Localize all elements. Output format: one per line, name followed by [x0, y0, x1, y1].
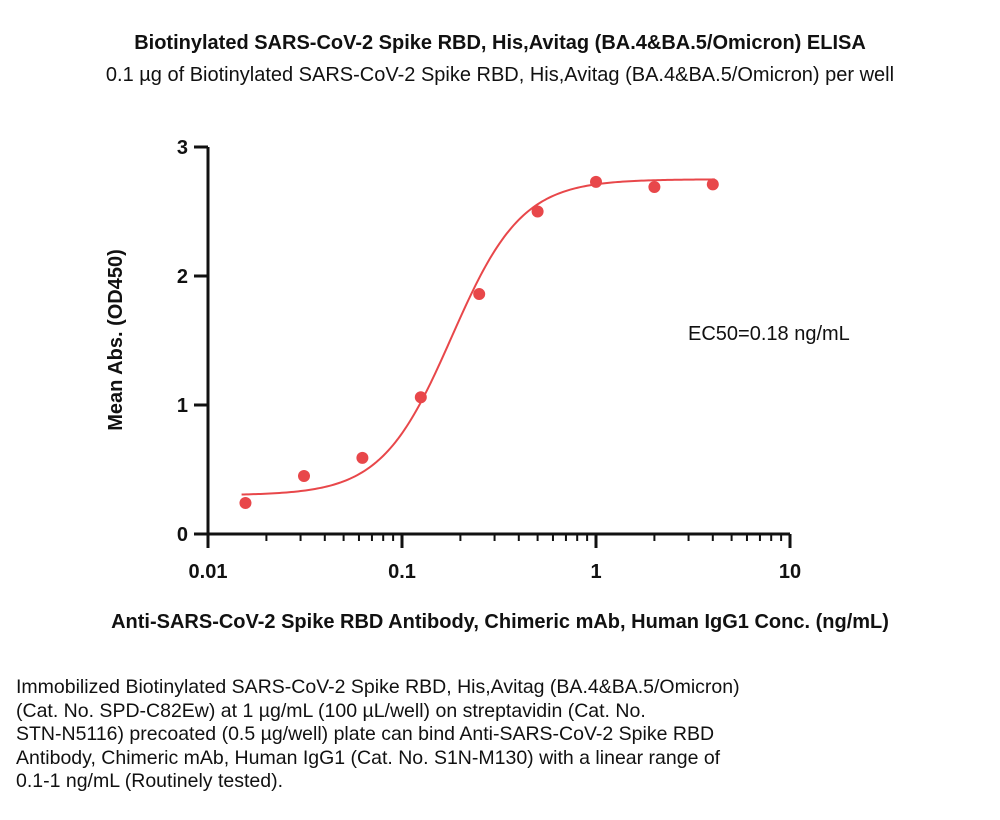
- figure-caption: Immobilized Biotinylated SARS-CoV-2 Spik…: [16, 676, 976, 794]
- elisa-chart: 0 1 2 3 0.01 0.1 1 10 Mean Abs. (OD450) Anti-SA…: [105, 137, 889, 633]
- chart-title: Biotinylated SARS-CoV-2 Spike RBD, His,A…: [134, 32, 866, 54]
- x-tick-label: 0.01: [189, 561, 228, 583]
- data-point: [298, 469, 311, 482]
- data-point: [590, 175, 602, 188]
- caption-line: Antibody, Chimeric mAb, Human IgG1 (Cat.…: [16, 746, 721, 769]
- x-axis-label: Anti-SARS-CoV-2 Spike RBD Antibody, Chim…: [111, 611, 889, 633]
- x-tick-label: 10: [779, 561, 801, 583]
- caption-line: STN-N5116) precoated (0.5 µg/well) plate…: [16, 723, 715, 745]
- x-tick-label: 0.1: [388, 561, 416, 583]
- data-point: [239, 497, 252, 510]
- data-point: [706, 178, 719, 191]
- y-tick-label: 0: [177, 524, 188, 546]
- y-tick-label: 3: [177, 137, 188, 159]
- caption-line: Immobilized Biotinylated SARS-CoV-2 Spik…: [16, 676, 740, 698]
- data-points: [239, 175, 719, 510]
- data-point: [414, 391, 427, 404]
- data-point: [356, 451, 369, 464]
- fit-curve: [241, 178, 715, 496]
- data-point: [648, 180, 661, 193]
- ec50-annotation: EC50=0.18 ng/mL: [688, 323, 850, 345]
- y-tick-label: 1: [177, 395, 188, 417]
- data-point: [531, 205, 544, 218]
- caption-line: 0.1-1 ng/mL (Routinely tested).: [16, 770, 283, 792]
- caption-line: (Cat. No. SPD-C82Ew) at 1 µg/mL (100 µL/…: [16, 699, 646, 722]
- y-axis-label: Mean Abs. (OD450): [105, 249, 127, 431]
- x-tick-label: 1: [590, 561, 601, 583]
- axes: 0 1 2 3 0.01 0.1 1 10: [177, 137, 801, 583]
- chart-subtitle: 0.1 µg of Biotinylated SARS-CoV-2 Spike …: [105, 64, 895, 86]
- y-tick-label: 2: [177, 266, 188, 288]
- data-point: [473, 288, 486, 301]
